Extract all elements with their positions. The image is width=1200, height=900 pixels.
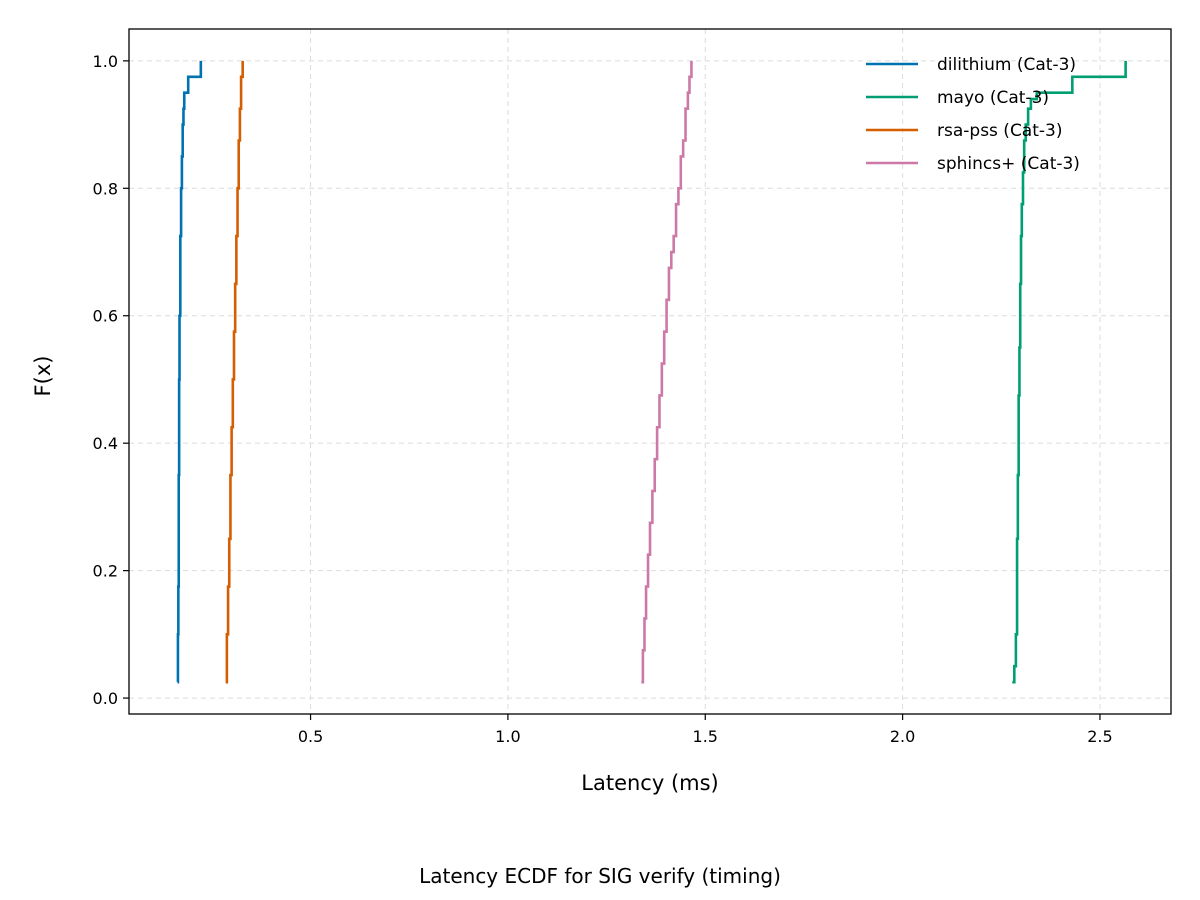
plot-frame — [128, 28, 1172, 715]
y-tick-label: 0.4 — [93, 434, 118, 453]
y-tick-label: 0.6 — [93, 307, 118, 326]
series-line-2 — [225, 60, 244, 684]
x-axis-label: Latency (ms) — [581, 771, 718, 795]
series-line-3 — [641, 60, 693, 684]
figure-caption: Latency ECDF for SIG verify (timing) — [419, 864, 781, 888]
series-line-1 — [1012, 60, 1127, 684]
x-tick-label: 1.5 — [693, 727, 718, 746]
y-tick-label: 0.0 — [93, 689, 118, 708]
legend-label: sphincs+ (Cat-3) — [937, 154, 1080, 174]
x-tick-label: 1.0 — [495, 727, 520, 746]
legend-label: dilithium (Cat-3) — [937, 55, 1076, 75]
x-axis-ticks: 0.5 1.0 1.5 2.0 2.5 — [298, 714, 1113, 746]
x-tick-label: 0.5 — [298, 727, 323, 746]
y-tick-label: 0.2 — [93, 562, 118, 581]
y-axis-ticks: 0.0 0.2 0.4 0.6 0.8 1.0 — [93, 52, 129, 708]
y-tick-label: 0.8 — [93, 179, 118, 198]
legend-label: rsa-pss (Cat-3) — [937, 121, 1062, 141]
x-tick-label: 2.0 — [890, 727, 915, 746]
y-tick-label: 1.0 — [93, 52, 118, 71]
series-line-0 — [176, 60, 203, 684]
grid-lines — [129, 29, 1171, 714]
legend-label: mayo (Cat-3) — [937, 88, 1049, 108]
y-axis-label: F(x) — [31, 356, 55, 397]
legend: dilithium (Cat-3) mayo (Cat-3) rsa-pss (Ca… — [866, 55, 1080, 174]
x-tick-label: 2.5 — [1087, 727, 1112, 746]
series-lines — [176, 60, 1127, 684]
